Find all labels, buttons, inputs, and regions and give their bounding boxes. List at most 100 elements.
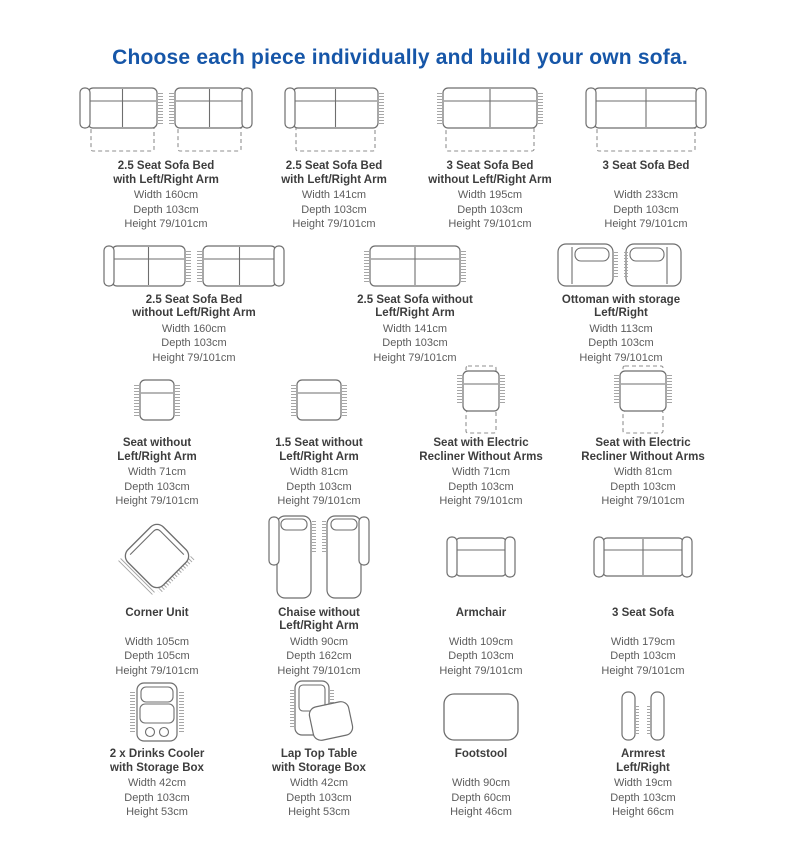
product-dimension-line: Width 195cm: [457, 189, 523, 201]
sofa-with-arm-pair-diagram: [79, 238, 309, 288]
product-row: Seat without Left/Right Arm Width 71cm Dept…: [76, 365, 724, 509]
product-item: 3 Seat Sofa Bed Width 233cm Depth 103cm Hei…: [568, 84, 724, 232]
product-title: 2.5 Seat Sofa without Left/Right Arm: [315, 294, 515, 321]
product-dimension-line: Depth 103cm: [610, 791, 676, 804]
product-grid: 2.5 Seat Sofa Bed with Left/Right Arm Widt…: [76, 84, 724, 820]
product-dimension-line: Depth 103cm: [301, 203, 367, 216]
product-dimensions: Width 42cm Depth 103cm Height 53cm: [79, 776, 235, 820]
product-item: 2.5 Seat Sofa Bed with Left/Right Arm Widt…: [256, 84, 412, 232]
product-item: Seat with Electric Recliner Without Arms W…: [400, 365, 562, 509]
product-dimension-line: Width 113cm: [589, 322, 653, 335]
product-dimensions: Width 105cm Depth 105cm Height 79/101cm: [79, 635, 235, 679]
product-title: Ottoman with storage Left/Right: [521, 294, 721, 321]
product-title-line: Left/Right Arm: [279, 450, 359, 463]
product-dimension-line: Height 79/101cm: [373, 351, 457, 364]
product-dimension-line: Width 105cm: [124, 635, 190, 648]
product-dimension-line: Height 53cm: [288, 806, 350, 818]
seat-without-arm-diagram: [79, 369, 235, 431]
product-title-line: Seat with Electric: [433, 437, 529, 449]
drinks-cooler-storage-diagram: [79, 680, 235, 742]
electric-recliner-seat-diagram: [403, 365, 559, 434]
product-dimension-line: Depth 103cm: [124, 480, 190, 493]
product-dimension-line: Height 79/101cm: [439, 495, 523, 507]
sofa-bed-without-arm-diagram: [415, 84, 565, 154]
product-dimension-line: Height 66cm: [612, 806, 674, 818]
product-dimension-line: Depth 103cm: [124, 791, 190, 804]
product-dimension-line: Width 141cm: [301, 189, 367, 201]
product-dimensions: Width 90cm Depth 60cm Height 46cm: [403, 776, 559, 820]
product-title: 3 Seat Sofa Bed: [571, 160, 721, 187]
product-title-line: Left/Right Arm: [375, 307, 455, 319]
sofa-bed-both-arms-diagram: [571, 84, 721, 154]
product-dimension-line: Width 160cm: [133, 189, 199, 201]
armchair-diagram: [403, 513, 559, 601]
product-title-line: 2 x Drinks Cooler: [109, 748, 205, 760]
product-item: Armchair Width 109cm Depth 103cm Height 79/…: [400, 513, 562, 679]
product-title-line: 2.5 Seat Sofa Bed: [145, 293, 243, 306]
product-item: Armrest Left/Right Width 19cm Depth 103cm He…: [562, 680, 724, 820]
three-seat-sofa-diagram: [565, 513, 721, 601]
product-item: Seat without Left/Right Arm Width 71cm Dept…: [76, 369, 238, 509]
product-dimensions: Width 71cm Depth 103cm Height 79/101cm: [79, 465, 235, 509]
product-title: Footstool: [403, 748, 559, 775]
product-title-line: Chaise without: [278, 606, 360, 619]
product-item: 1.5 Seat without Left/Right Arm Width 81cm…: [238, 369, 400, 509]
product-dimensions: Width 90cm Depth 162cm Height 79/101cm: [241, 635, 397, 679]
product-title-line: Recliner Without Arms: [581, 450, 705, 463]
product-dimension-line: Depth 103cm: [448, 480, 514, 493]
product-title: 2.5 Seat Sofa Bed with Left/Right Arm: [259, 160, 409, 187]
product-dimension-line: Height 79/101cm: [115, 495, 199, 507]
armrest-pair-diagram: [565, 680, 721, 742]
product-item: Ottoman with storage Left/Right Width 113c…: [518, 238, 724, 366]
product-dimension-line: Width 109cm: [448, 635, 514, 648]
product-title: Chaise without Left/Right Arm: [241, 607, 397, 634]
product-item: Corner Unit Width 105cm Depth 105cm Height …: [76, 513, 238, 679]
product-title-line: Left/Right Arm: [117, 450, 197, 463]
product-dimensions: Width 42cm Depth 103cm Height 53cm: [241, 776, 397, 820]
product-title-line: without Left/Right Arm: [428, 173, 552, 186]
product-dimension-line: Height 79/101cm: [601, 664, 685, 677]
product-dimension-line: Width 233cm: [613, 189, 679, 201]
product-dimension-line: Height 79/101cm: [439, 664, 523, 677]
product-dimensions: Width 141cm Depth 103cm Height 79/101cm: [259, 188, 409, 232]
product-title-line: 3 Seat Sofa: [612, 606, 674, 619]
ottoman-storage-pair-diagram: [521, 238, 721, 288]
product-title-line: Ottoman with storage: [561, 293, 681, 306]
product-title-line: Seat with Electric: [595, 437, 691, 449]
chaise-pair-diagram: [241, 513, 397, 601]
product-dimensions: Width 109cm Depth 103cm Height 79/101cm: [403, 635, 559, 679]
product-dimension-line: Height 79/101cm: [277, 495, 361, 507]
product-item: Chaise without Left/Right Arm Width 90cm De…: [238, 513, 400, 679]
product-dimension-line: Height 46cm: [450, 806, 512, 818]
product-dimension-line: Depth 103cm: [610, 650, 676, 662]
product-title-line: 3 Seat Sofa Bed: [602, 160, 690, 172]
product-title: 2 x Drinks Cooler with Storage Box: [79, 748, 235, 775]
product-dimension-line: Depth 105cm: [124, 650, 190, 662]
product-dimension-line: Width 81cm: [289, 466, 349, 478]
product-dimension-line: Depth 162cm: [286, 650, 352, 662]
product-dimensions: Width 195cm Depth 103cm Height 79/101cm: [415, 188, 565, 232]
product-dimension-line: Width 81cm: [613, 466, 673, 478]
product-dimension-line: Height 79/101cm: [124, 218, 208, 230]
product-dimension-line: Depth 103cm: [610, 480, 676, 493]
product-title: Seat with Electric Recliner Without Arms: [565, 437, 721, 464]
product-dimension-line: Width 179cm: [610, 635, 676, 648]
product-dimension-line: Depth 103cm: [448, 650, 514, 662]
product-dimension-line: Width 160cm: [161, 322, 227, 335]
sofa-bed-with-arm-pair-diagram: [79, 84, 253, 154]
product-title-line: Corner Unit: [125, 606, 189, 619]
product-dimension-line: Width 19cm: [613, 777, 673, 789]
product-dimension-line: Height 79/101cm: [604, 218, 688, 230]
product-title-line: Footstool: [454, 748, 508, 760]
product-dimension-line: Height 79/101cm: [152, 351, 236, 364]
product-dimension-line: Depth 103cm: [286, 791, 352, 804]
product-title-line: Lap Top Table: [280, 748, 358, 760]
product-item: 3 Seat Sofa Width 179cm Depth 103cm Height …: [562, 513, 724, 679]
product-item: 2.5 Seat Sofa without Left/Right Arm Width…: [312, 238, 518, 366]
product-dimension-line: Height 53cm: [126, 806, 188, 818]
product-title-line: Seat without: [122, 437, 192, 449]
product-title: 1.5 Seat without Left/Right Arm: [241, 437, 397, 464]
product-dimension-line: Depth 60cm: [451, 791, 511, 804]
product-item: 3 Seat Sofa Bed without Left/Right Arm Wid…: [412, 84, 568, 232]
product-dimension-line: Depth 103cm: [613, 203, 679, 216]
